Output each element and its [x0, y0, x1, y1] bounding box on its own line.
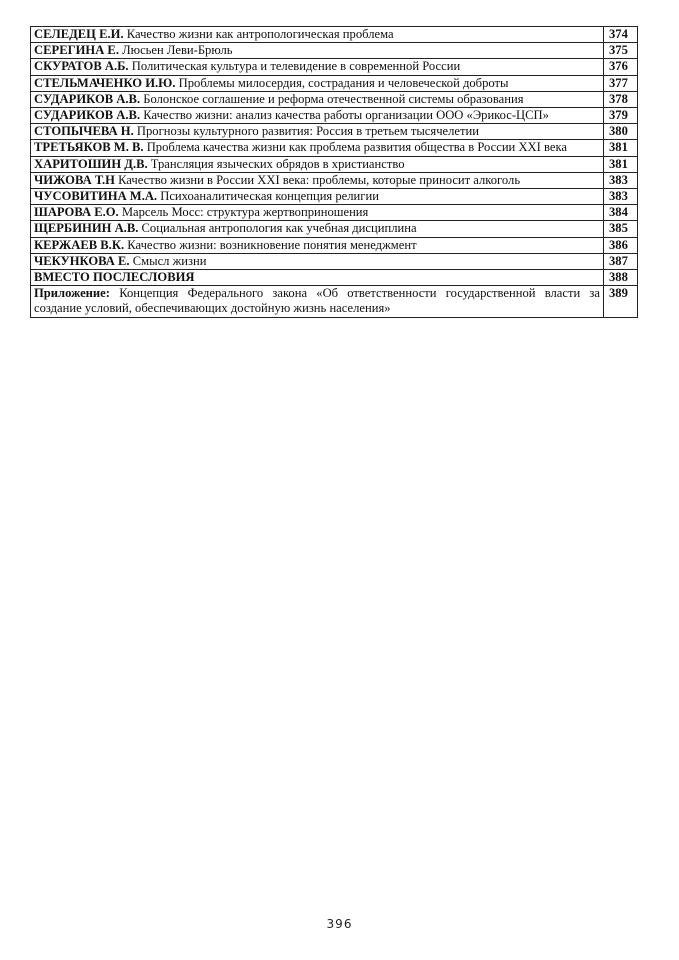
entry-author: СУДАРИКОВ А.В. — [34, 91, 141, 106]
entry-page: 377 — [603, 74, 638, 92]
entry-page: 381 — [603, 155, 638, 173]
toc-row: СТЕЛЬМАЧЕНКО И.Ю. Проблемы милосердия, с… — [30, 74, 638, 92]
toc-entry: ВМЕСТО ПОСЛЕСЛОВИЯ — [30, 269, 604, 287]
entry-author: КЕРЖАЕВ В.К. — [34, 237, 125, 252]
entry-author: СТОПЫЧЕВА Н. — [34, 124, 134, 139]
entry-page: 379 — [603, 107, 638, 125]
entry-page: 375 — [603, 42, 638, 60]
entry-title: Психоаналитическая концепция религии — [160, 189, 379, 204]
entry-author: ХАРИТОШИН Д.В. — [34, 156, 148, 171]
entry-page: 387 — [603, 252, 638, 271]
toc-row: ШАРОВА Е.О. Марсель Мосс: структура жерт… — [30, 204, 638, 222]
toc-row: СЕРЕГИНА Е. Люсьен Леви-Брюль 375 — [30, 42, 638, 60]
toc-row: СУДАРИКОВ А.В. Качество жизни: анализ ка… — [30, 107, 638, 125]
entry-author: ЧЕКУНКОВА Е. — [34, 253, 130, 268]
toc-row: ЧЕКУНКОВА Е. Смысл жизни 387 — [30, 252, 638, 271]
entry-author: ТРЕТЬЯКОВ М. В. — [34, 140, 144, 155]
toc-row: СУДАРИКОВ А.В. Болонское соглашение и ре… — [30, 90, 638, 109]
page-number: 396 — [326, 917, 353, 931]
entry-title: Качество жизни: возникновение понятия ме… — [127, 237, 417, 252]
entry-title: Марсель Мосс: структура жертвоприношения — [121, 205, 369, 220]
entry-author: ВМЕСТО ПОСЛЕСЛОВИЯ — [34, 270, 195, 285]
entry-page: 386 — [603, 236, 638, 254]
toc-entry: СУДАРИКОВ А.В. Болонское соглашение и ре… — [30, 90, 604, 109]
toc-row: ХАРИТОШИН Д.В. Трансляция языческих обря… — [30, 155, 638, 173]
toc-row: ВМЕСТО ПОСЛЕСЛОВИЯ 388 — [30, 269, 638, 287]
toc-entry: СЕРЕГИНА Е. Люсьен Леви-Брюль — [30, 42, 604, 60]
entry-page: 388 — [603, 269, 638, 287]
entry-page: 380 — [603, 123, 638, 141]
table-of-contents: СЕЛЕДЕЦ Е.И. Качество жизни как антропол… — [30, 25, 638, 318]
entry-page: 383 — [603, 188, 638, 206]
entry-title: Люсьен Леви-Брюль — [122, 43, 233, 58]
entry-page: 378 — [603, 90, 638, 109]
entry-author: СТЕЛЬМАЧЕНКО И.Ю. — [34, 75, 176, 90]
entry-title: Трансляция языческих обрядов в христианс… — [150, 156, 405, 171]
entry-author: СЕЛЕДЕЦ Е.И. — [34, 27, 124, 41]
entry-title: Качество жизни как антропологическая про… — [126, 27, 394, 41]
toc-row: ТРЕТЬЯКОВ М. В. Проблема качества жизни … — [30, 139, 638, 157]
toc-entry: ХАРИТОШИН Д.В. Трансляция языческих обря… — [30, 155, 604, 173]
toc-entry: СКУРАТОВ А.Б. Политическая культура и те… — [30, 58, 604, 76]
entry-title: Прогнозы культурного развития: Россия в … — [136, 124, 479, 139]
toc-row: ЧУСОВИТИНА М.А. Психоаналитическая конце… — [30, 188, 638, 206]
toc-entry: КЕРЖАЕВ В.К. Качество жизни: возникновен… — [30, 236, 604, 254]
toc-entry: Приложение: Концепция Федерального закон… — [30, 285, 604, 318]
toc-entry: ЧЕКУНКОВА Е. Смысл жизни — [30, 252, 604, 271]
entry-title: Проблемы милосердия, сострадания и челов… — [178, 75, 509, 90]
toc-entry: ЧУСОВИТИНА М.А. Психоаналитическая конце… — [30, 188, 604, 206]
entry-title: Политическая культура и телевидение в со… — [131, 59, 461, 74]
entry-author: ЩЕРБИНИН А.В. — [34, 221, 139, 236]
entry-title: Смысл жизни — [132, 253, 207, 268]
entry-author: СКУРАТОВ А.Б. — [34, 59, 129, 74]
entry-title: Концепция Федерального закона «Об ответс… — [34, 286, 600, 316]
toc-entry: СУДАРИКОВ А.В. Качество жизни: анализ ка… — [30, 107, 604, 125]
entry-author: СЕРЕГИНА Е. — [34, 43, 119, 58]
entry-author: ШАРОВА Е.О. — [34, 205, 119, 220]
entry-title: Качество жизни: анализ качества работы о… — [143, 108, 549, 123]
entry-page: 376 — [603, 58, 638, 76]
toc-row: СКУРАТОВ А.Б. Политическая культура и те… — [30, 58, 638, 76]
toc-entry: ЧИЖОВА Т.Н Качество жизни в России XXI в… — [30, 171, 604, 190]
toc-entry: СЕЛЕДЕЦ Е.И. Качество жизни как антропол… — [30, 25, 604, 44]
entry-page: 384 — [603, 204, 638, 222]
entry-page: 389 — [603, 285, 638, 318]
toc-row: СЕЛЕДЕЦ Е.И. Качество жизни как антропол… — [30, 25, 638, 44]
toc-row: ЩЕРБИНИН А.В. Социальная антропология ка… — [30, 220, 638, 238]
entry-page: 381 — [603, 139, 638, 157]
entry-page: 383 — [603, 171, 638, 190]
entry-author: СУДАРИКОВ А.В. — [34, 108, 141, 123]
entry-title: Социальная антропология как учебная дисц… — [141, 221, 417, 236]
toc-row: СТОПЫЧЕВА Н. Прогнозы культурного развит… — [30, 123, 638, 141]
entry-title: Проблема качества жизни как проблема раз… — [146, 140, 567, 155]
toc-entry: СТЕЛЬМАЧЕНКО И.Ю. Проблемы милосердия, с… — [30, 74, 604, 92]
entry-author: ЧУСОВИТИНА М.А. — [34, 189, 158, 204]
toc-entry: СТОПЫЧЕВА Н. Прогнозы культурного развит… — [30, 123, 604, 141]
entry-page: 374 — [603, 25, 638, 44]
entry-author: ЧИЖОВА Т.Н — [34, 172, 115, 187]
toc-entry: ЩЕРБИНИН А.В. Социальная антропология ка… — [30, 220, 604, 238]
entry-page: 385 — [603, 220, 638, 238]
toc-row: Приложение: Концепция Федерального закон… — [30, 285, 638, 318]
toc-row: ЧИЖОВА Т.Н Качество жизни в России XXI в… — [30, 171, 638, 190]
toc-row: КЕРЖАЕВ В.К. Качество жизни: возникновен… — [30, 236, 638, 254]
entry-title: Болонское соглашение и реформа отечестве… — [143, 91, 524, 106]
toc-entry: ТРЕТЬЯКОВ М. В. Проблема качества жизни … — [30, 139, 604, 157]
entry-author: Приложение: — [34, 286, 110, 301]
toc-entry: ШАРОВА Е.О. Марсель Мосс: структура жерт… — [30, 204, 604, 222]
entry-title: Качество жизни в России XXI века: пробле… — [118, 172, 521, 187]
